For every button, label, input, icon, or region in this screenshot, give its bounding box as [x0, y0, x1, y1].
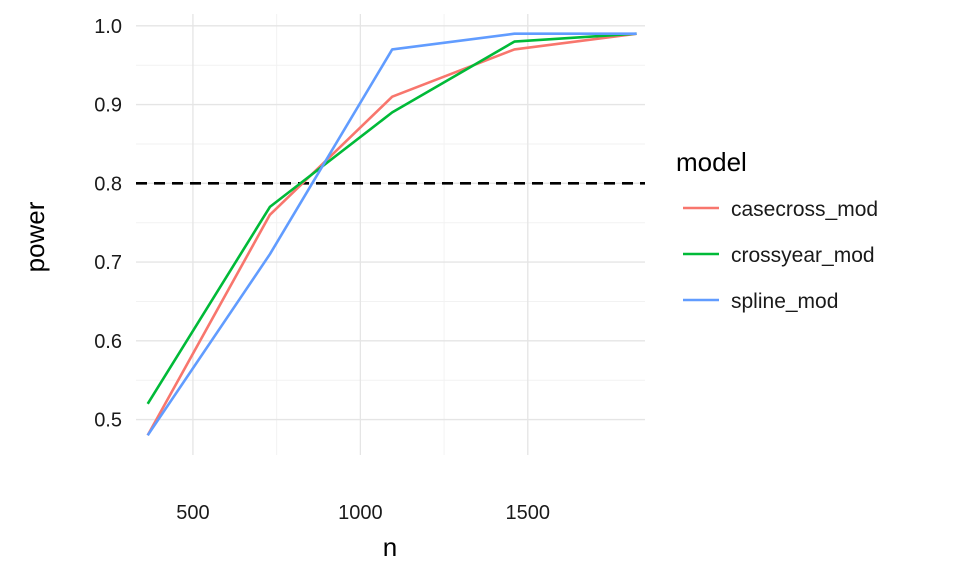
legend-item-casecross_mod: casecross_mod — [683, 198, 878, 221]
y-tick-label: 0.9 — [94, 95, 122, 117]
legend-item-crossyear_mod: crossyear_mod — [683, 244, 875, 267]
minor-gridlines — [136, 14, 645, 455]
y-axis-title: power — [20, 201, 50, 272]
legend: model casecross_mod crossyear_mod spline_m… — [676, 147, 878, 313]
x-tick-label: 1500 — [506, 502, 551, 524]
legend-items: casecross_mod crossyear_mod spline_mod — [683, 198, 878, 313]
y-axis-tick-labels: 0.5 0.6 0.7 0.8 0.9 1.0 — [94, 16, 122, 432]
y-tick-label: 0.8 — [94, 173, 122, 195]
legend-item-spline_mod: spline_mod — [683, 290, 838, 313]
x-tick-label: 500 — [176, 502, 209, 524]
major-gridlines — [136, 14, 645, 455]
x-axis-title: n — [383, 532, 397, 562]
legend-label: spline_mod — [731, 290, 838, 313]
series-line-crossyear_mod — [146, 32, 637, 405]
x-tick-label: 1000 — [338, 502, 383, 524]
legend-title: model — [676, 147, 747, 177]
y-tick-label: 0.6 — [94, 331, 122, 353]
legend-label: crossyear_mod — [731, 244, 875, 267]
legend-label: casecross_mod — [731, 198, 878, 221]
series-line-casecross_mod — [146, 32, 637, 436]
x-axis-tick-labels: 500 1000 1500 — [176, 502, 550, 524]
series-line-spline_mod — [146, 32, 637, 437]
y-tick-label: 1.0 — [94, 16, 122, 38]
y-tick-label: 0.7 — [94, 252, 122, 274]
y-tick-label: 0.5 — [94, 410, 122, 432]
series-lines — [146, 32, 637, 437]
